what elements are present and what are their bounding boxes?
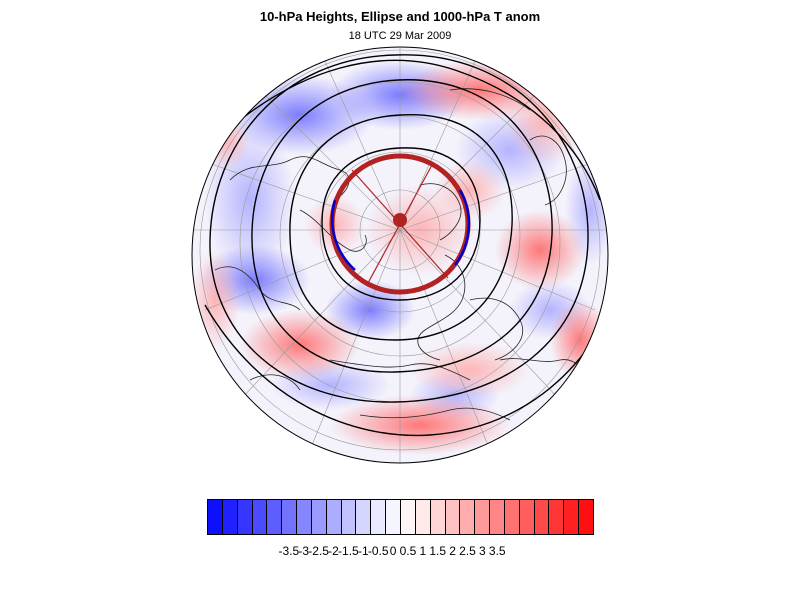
colorbar-label: -1.5: [338, 544, 359, 558]
colorbar-label: 3.5: [488, 544, 506, 558]
colorbar-label: 1.5: [429, 544, 447, 558]
polar-map: [191, 46, 609, 464]
colorbar-label: -1: [357, 544, 369, 558]
height-contours: [204, 54, 601, 437]
colorbar-swatch: [519, 500, 535, 534]
colorbar-label: -3.5: [278, 544, 300, 558]
colorbar-swatch: [222, 500, 238, 534]
colorbar-labels: -3.5 -3 -2.5 -2 -1.5 -1 -0.5 0 0.5 1 1.5 2 2.5 3 3.5: [0, 544, 800, 562]
colorbar-label: -2: [328, 544, 339, 558]
colorbar-swatch: [237, 500, 253, 534]
ellipse-center-marker: [393, 213, 407, 227]
colorbar-swatch: [490, 500, 505, 534]
colorbar-swatch: [430, 500, 446, 534]
colorbar-swatch: [579, 500, 593, 534]
colorbar-label: -2.5: [308, 544, 329, 558]
colorbar-swatch: [534, 500, 550, 534]
colorbar-swatch: [386, 500, 401, 534]
colorbar-swatch: [326, 500, 342, 534]
plot-subtitle: 18 UTC 29 Mar 2009: [348, 30, 452, 42]
colorbar-label: 2: [449, 544, 456, 558]
colorbar-swatch: [504, 500, 520, 534]
colorbar-swatch: [549, 500, 565, 534]
colorbar-label: 2.5: [459, 544, 476, 558]
ellipse-inner-edge: [330, 199, 356, 271]
vortex-ellipse: [329, 153, 471, 295]
colorbar-swatch: [267, 500, 283, 534]
colorbar-swatch: [282, 500, 298, 534]
coastlines: [214, 88, 591, 421]
globe-outline: [191, 46, 609, 464]
colorbar-label: 0: [389, 544, 397, 558]
colorbar-label: 3: [479, 544, 486, 558]
colorbar-swatch: [564, 500, 580, 534]
colorbar-swatch: [208, 500, 223, 534]
colorbar-swatch: [400, 500, 416, 534]
colorbar-swatch: [252, 500, 268, 534]
colorbar-swatch: [415, 500, 431, 534]
colorbar-label: -3: [298, 544, 310, 558]
colorbar-swatch: [475, 500, 491, 534]
colorbar-swatch: [297, 500, 312, 534]
colorbar-swatch: [311, 500, 327, 534]
colorbar-swatch: [371, 500, 387, 534]
colorbar-swatch: [460, 500, 476, 534]
plot-title: 10-hPa Heights, Ellipse and 1000-hPa T a…: [259, 9, 541, 24]
colorbar-label: 1: [419, 544, 427, 558]
colorbar-swatch: [341, 500, 357, 534]
colorbar-swatch: [356, 500, 372, 534]
colorbar-swatch: [445, 500, 461, 534]
colorbar: [207, 499, 594, 535]
colorbar-label: -0.5: [367, 544, 389, 558]
colorbar-label: 0.5: [399, 544, 417, 558]
